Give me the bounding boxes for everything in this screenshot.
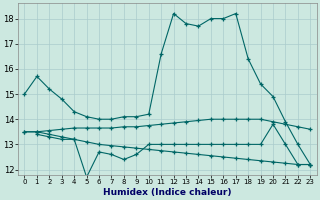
X-axis label: Humidex (Indice chaleur): Humidex (Indice chaleur) (103, 188, 232, 197)
